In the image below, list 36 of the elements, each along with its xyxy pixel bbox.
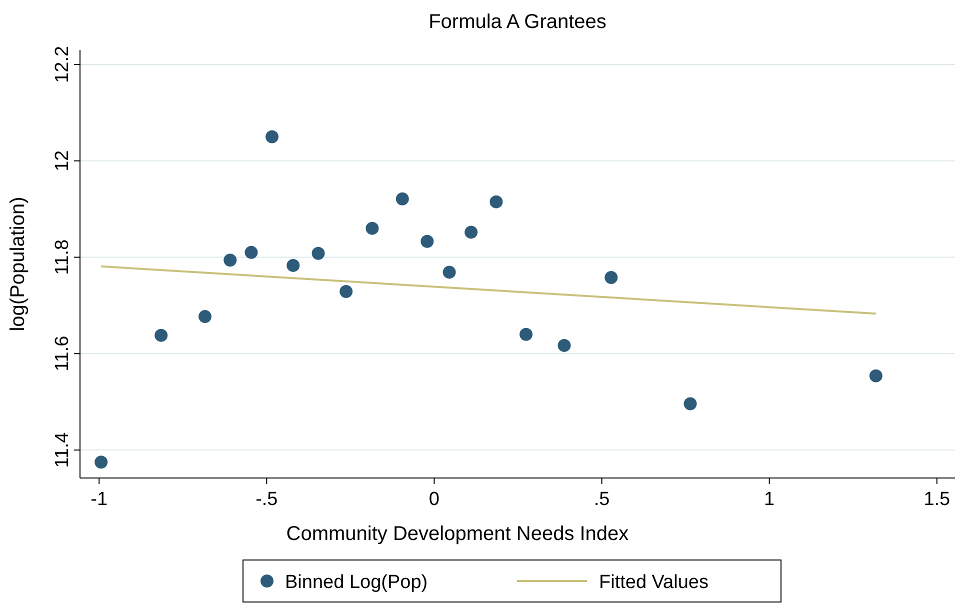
x-tick-label: 1.5 bbox=[924, 489, 950, 510]
y-tick-label: 11.4 bbox=[52, 432, 73, 468]
point bbox=[684, 397, 697, 410]
x-tick-label: -.5 bbox=[256, 489, 278, 510]
y-tick-label: 12 bbox=[52, 150, 73, 172]
y-tick-label: 11.8 bbox=[52, 239, 73, 276]
point bbox=[869, 369, 882, 382]
y-tick-label: 12.2 bbox=[52, 46, 73, 83]
x-tick-label: 0 bbox=[428, 489, 440, 510]
point bbox=[198, 310, 212, 324]
point bbox=[286, 258, 300, 272]
point bbox=[340, 284, 353, 298]
y-tick-label: 11.6 bbox=[52, 336, 73, 372]
point bbox=[244, 246, 258, 259]
x-tick-label: -1 bbox=[90, 489, 108, 510]
point bbox=[366, 222, 379, 235]
chart-title: Formula A Grantees bbox=[428, 11, 606, 33]
point bbox=[420, 234, 434, 248]
point bbox=[558, 338, 571, 352]
x-tick-label: .5 bbox=[594, 489, 610, 510]
point bbox=[312, 246, 325, 260]
x-axis-title: Community Development Needs Index bbox=[286, 523, 629, 545]
legend-label: Binned Log(Pop) bbox=[285, 572, 428, 593]
point bbox=[94, 456, 108, 469]
point bbox=[520, 328, 533, 341]
point bbox=[464, 226, 478, 239]
point bbox=[604, 270, 618, 284]
point bbox=[490, 195, 503, 208]
x-tick-label: 1 bbox=[764, 489, 775, 510]
point bbox=[442, 266, 456, 279]
point bbox=[396, 192, 409, 206]
point bbox=[154, 328, 168, 342]
y-axis-title: log(Population) bbox=[7, 196, 29, 332]
legend-label: Fitted Values bbox=[599, 572, 708, 593]
point bbox=[266, 130, 279, 144]
point bbox=[224, 254, 237, 267]
